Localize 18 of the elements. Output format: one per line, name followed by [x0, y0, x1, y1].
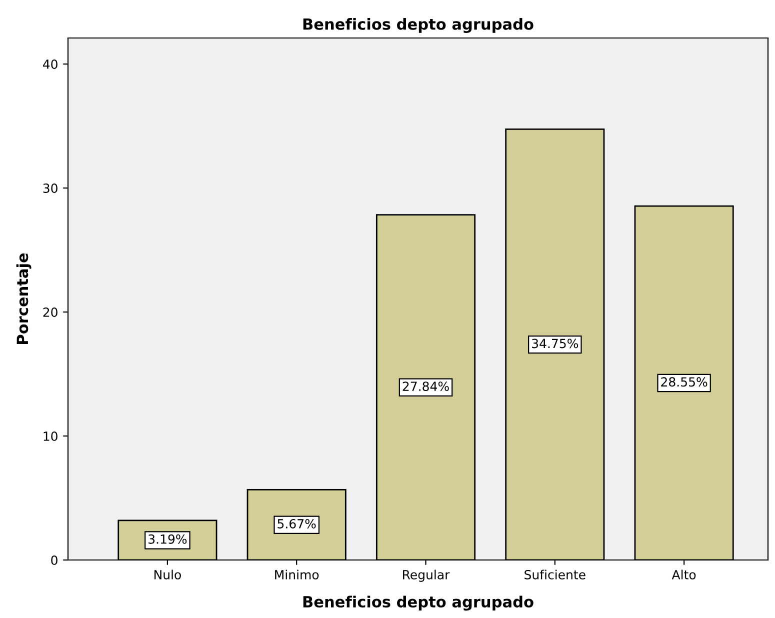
- x-axis-title: Beneficios depto agrupado: [303, 596, 534, 611]
- y-tick-label: 0: [51, 555, 58, 565]
- y-tick-label: 10: [44, 431, 58, 441]
- y-tick-label: 30: [43, 184, 58, 193]
- x-tick-label: Minimo: [275, 570, 319, 580]
- chart-title: Beneficios depto agrupado: [303, 18, 534, 33]
- y-axis-title: Porcentaje: [16, 253, 32, 344]
- data-label: 5.67%: [278, 519, 316, 528]
- x-tick-label: Suficiente: [524, 570, 586, 580]
- x-tick-label: Nulo: [154, 570, 181, 580]
- data-label: 34.75%: [532, 338, 578, 348]
- x-tick-label: Alto: [672, 570, 696, 580]
- data-label: 3.19%: [148, 534, 187, 544]
- data-label: 27.84%: [402, 382, 449, 392]
- data-label: 28.55%: [661, 377, 708, 387]
- x-tick-label: Regular: [403, 570, 450, 582]
- y-tick-label: 20: [43, 307, 58, 317]
- y-tick-label: 40: [42, 60, 58, 69]
